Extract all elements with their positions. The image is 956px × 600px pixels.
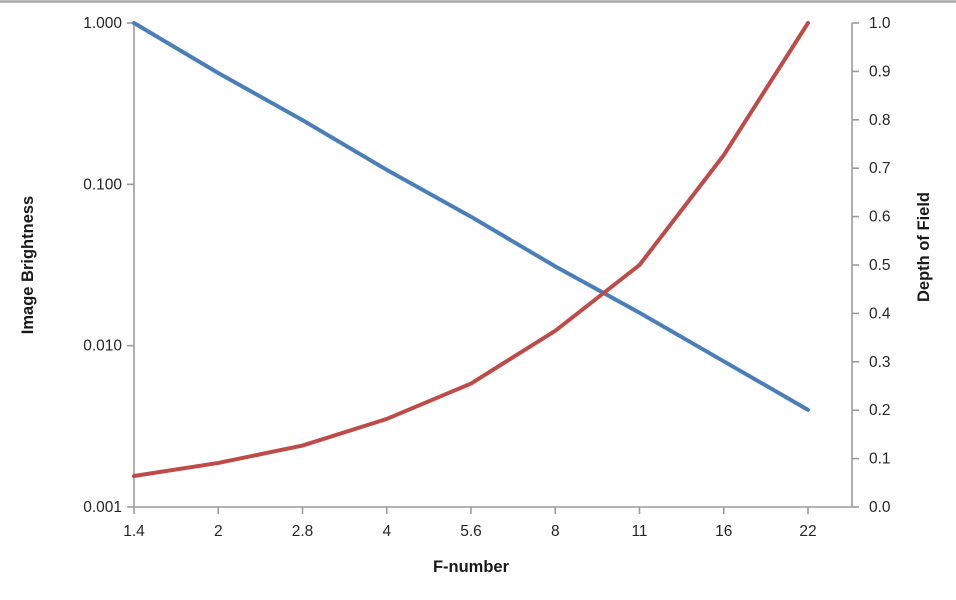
axis-lines	[133, 23, 853, 508]
right-axis-tick-label: 0.4	[869, 305, 891, 322]
right-axis-tick-label: 1.0	[869, 15, 891, 32]
x-axis-tick-label: 11	[631, 523, 647, 540]
right-axis-tick-label: 0.1	[869, 451, 891, 468]
right-axis-tick-label: 0.8	[869, 112, 891, 129]
left-axis-title: Image Brightness	[19, 196, 37, 334]
axis-tick-marks	[127, 22, 859, 514]
x-axis-title: F-number	[433, 558, 510, 576]
left-axis-tick-label: 0.100	[83, 176, 122, 193]
right-axis-tick-label: 0.9	[869, 63, 891, 80]
right-axis-tick-label: 0.7	[869, 160, 891, 177]
x-axis-tick-label: 4	[382, 523, 391, 540]
right-axis-tick-label: 0.0	[869, 499, 891, 516]
x-axis-tick-label: 2.8	[292, 523, 314, 540]
left-axis-tick-label: 1.000	[83, 15, 122, 32]
left-axis-tick-label: 0.001	[83, 499, 122, 516]
left-axis-tick-labels: 1.000 0.100 0.010 0.001	[83, 15, 122, 516]
image-brightness-line	[132, 21, 810, 412]
x-axis-tick-label: 1.4	[123, 523, 145, 540]
x-axis-tick-label: 22	[799, 523, 816, 540]
right-axis-tick-label: 0.2	[869, 402, 891, 419]
right-axis-tick-labels: 1.0 0.9 0.8 0.7 0.6 0.5 0.4 0.3 0.2 0.1 0.0	[869, 15, 891, 516]
x-axis-tick-label: 8	[551, 523, 560, 540]
right-axis-tick-label: 0.6	[869, 209, 891, 226]
right-axis-title: Depth of Field	[915, 192, 933, 302]
right-axis-tick-label: 0.5	[869, 257, 891, 274]
depth-of-field-line	[132, 21, 810, 479]
right-axis-tick-label: 0.3	[869, 354, 891, 371]
x-axis-tick-label: 5.6	[460, 523, 482, 540]
x-axis-tick-label: 2	[214, 523, 223, 540]
left-axis-tick-label: 0.010	[83, 338, 122, 355]
x-axis-tick-label: 16	[715, 523, 732, 540]
x-axis-tick-labels: 1.4 2 2.8 4 5.6 8 11 16 22	[123, 523, 816, 540]
